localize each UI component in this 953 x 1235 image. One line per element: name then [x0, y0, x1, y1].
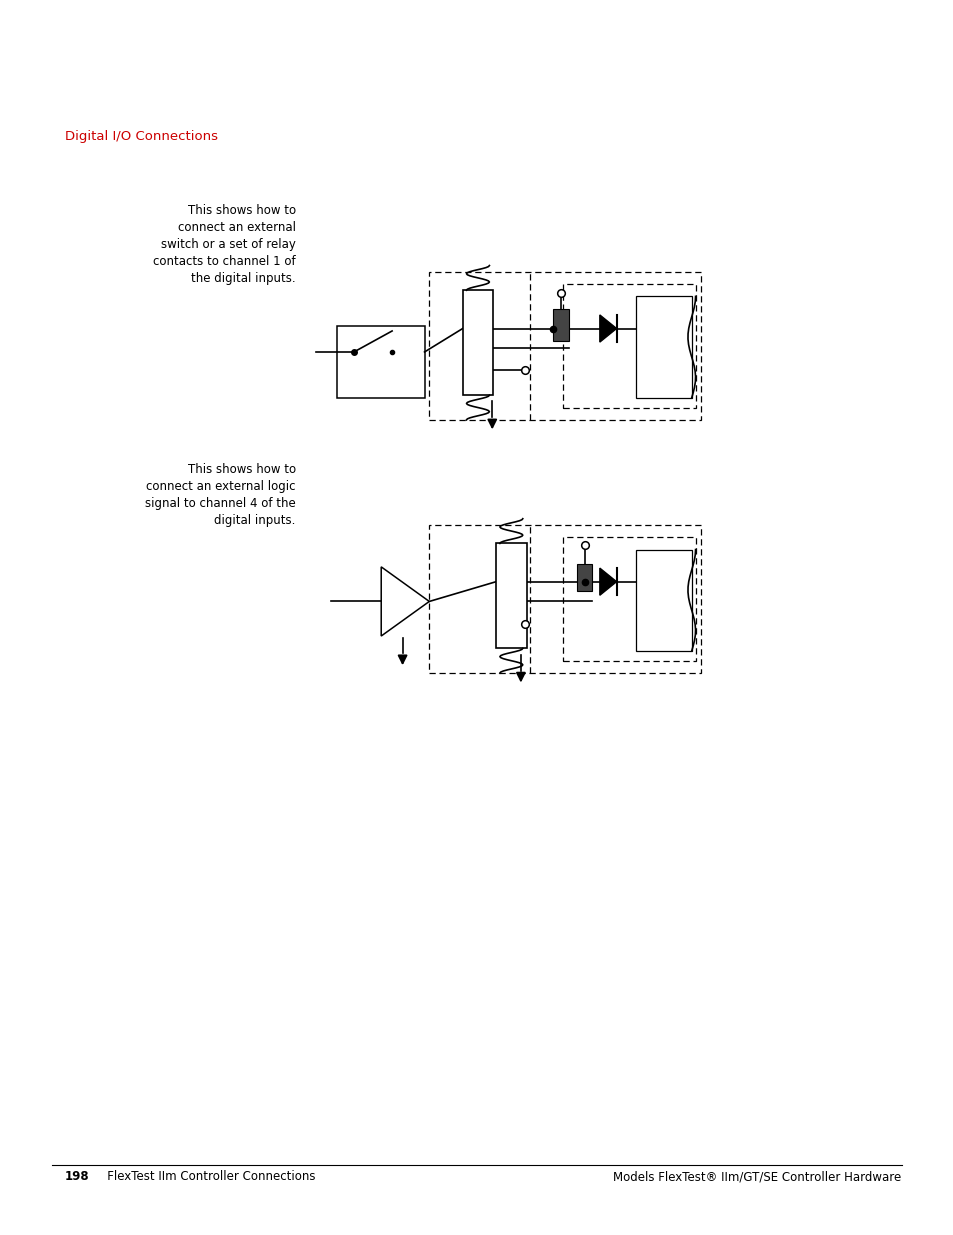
Bar — [336, 326, 424, 398]
Bar — [562, 284, 695, 408]
Text: FlexTest IIm Controller Connections: FlexTest IIm Controller Connections — [96, 1170, 315, 1183]
Bar — [635, 550, 691, 651]
Text: 198: 198 — [65, 1170, 90, 1183]
Bar — [562, 537, 695, 661]
Text: Models FlexTest® IIm/GT/SE Controller Hardware: Models FlexTest® IIm/GT/SE Controller Ha… — [613, 1170, 901, 1183]
Polygon shape — [599, 315, 616, 342]
Bar — [635, 296, 691, 398]
Bar — [429, 272, 700, 420]
Bar — [462, 290, 493, 395]
Text: This shows how to
connect an external
switch or a set of relay
contacts to chann: This shows how to connect an external sw… — [152, 204, 295, 285]
Bar — [577, 564, 592, 592]
Bar — [553, 309, 568, 341]
Text: This shows how to
connect an external logic
signal to channel 4 of the
digital i: This shows how to connect an external lo… — [145, 463, 295, 527]
Polygon shape — [599, 568, 616, 595]
Bar — [429, 525, 700, 673]
Text: Digital I/O Connections: Digital I/O Connections — [65, 130, 217, 143]
Bar — [496, 543, 526, 648]
